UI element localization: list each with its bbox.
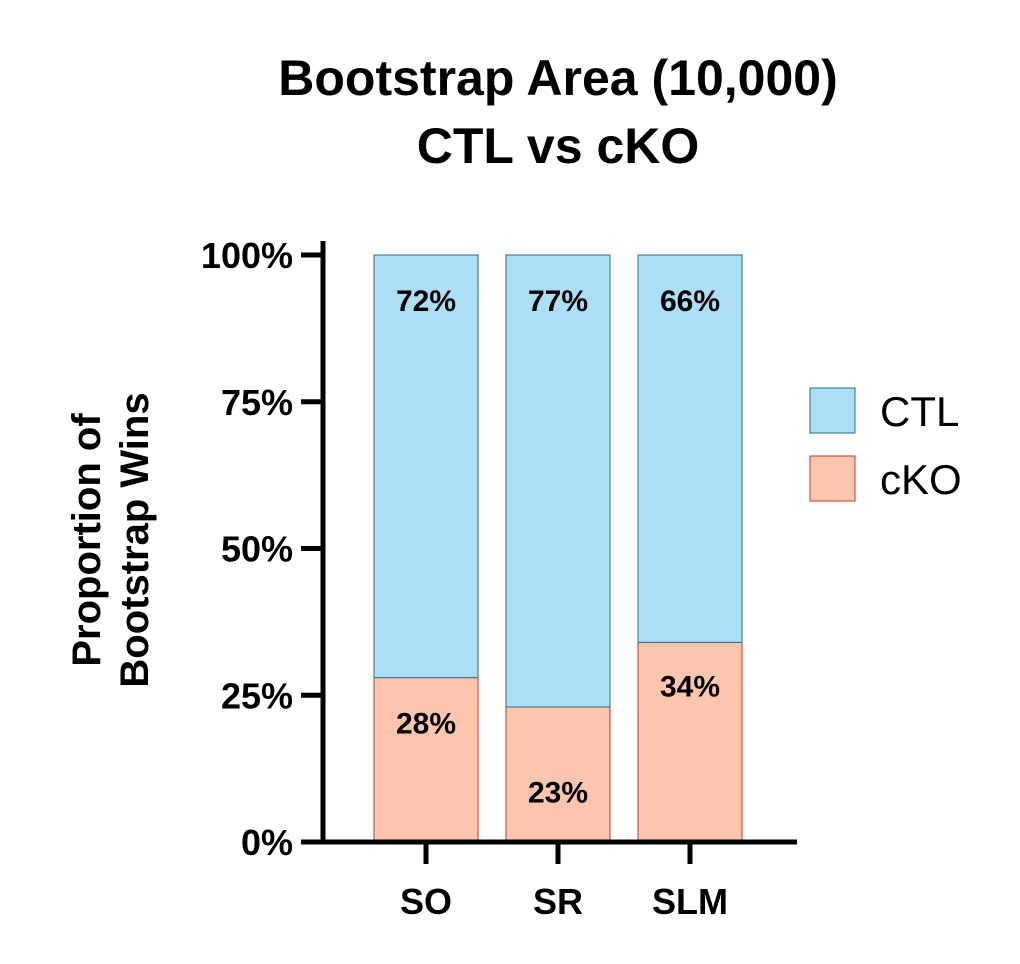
bar-so-ctl xyxy=(373,254,479,679)
y-tick-label-50: 50% xyxy=(221,529,293,570)
axes-layer: 0% 25% 50% 75% 100% SO SR SLM xyxy=(201,235,797,922)
x-tick-label-sr: SR xyxy=(533,881,583,922)
data-label-sr-cko: 23% xyxy=(528,776,588,809)
bars-layer: 28% 72% 23% 77% 34% 66% xyxy=(373,254,743,843)
bar-slm-ctl xyxy=(637,254,743,643)
data-label-sr-ctl: 77% xyxy=(528,285,588,318)
y-tick-label-25: 25% xyxy=(221,675,293,716)
y-axis-label-line-1: Proportion of xyxy=(65,413,109,667)
bar-sr-cko xyxy=(505,706,611,843)
y-tick-label-75: 75% xyxy=(221,382,293,423)
legend-swatch-cko xyxy=(809,455,856,502)
legend-swatch-ctl xyxy=(809,387,856,434)
x-tick-label-slm: SLM xyxy=(652,881,728,922)
chart-title-line-2: CTL vs cKO xyxy=(417,118,700,174)
data-label-so-cko: 28% xyxy=(396,708,456,741)
bar-so-cko xyxy=(373,677,479,843)
y-axis-label-line-2: Bootstrap Wins xyxy=(113,392,157,687)
legend: CTL cKO xyxy=(809,387,962,503)
bar-slm-cko xyxy=(637,641,743,843)
y-tick-label-100: 100% xyxy=(201,235,293,276)
legend-label-cko: cKO xyxy=(880,456,962,503)
y-tick-label-0: 0% xyxy=(241,822,293,863)
x-tick-label-so: SO xyxy=(400,881,452,922)
legend-label-ctl: CTL xyxy=(880,388,959,435)
y-axis-label: Proportion of Bootstrap Wins xyxy=(65,392,157,687)
bar-sr-ctl xyxy=(505,254,611,708)
data-label-slm-cko: 34% xyxy=(660,670,720,703)
data-label-slm-ctl: 66% xyxy=(660,285,720,318)
chart-title-line-1: Bootstrap Area (10,000) xyxy=(278,50,837,106)
data-label-so-ctl: 72% xyxy=(396,285,456,318)
